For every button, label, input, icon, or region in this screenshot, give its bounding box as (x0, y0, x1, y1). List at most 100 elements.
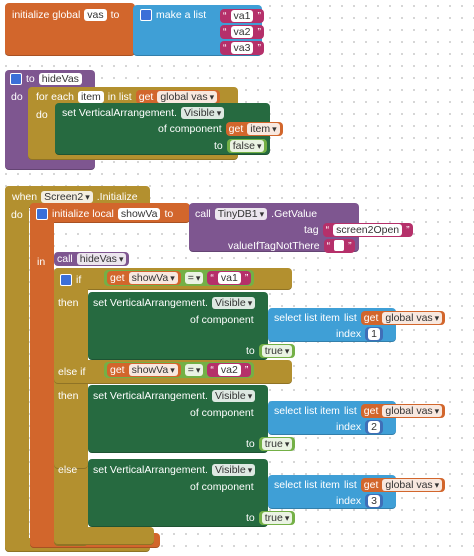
block-row: index 2 (336, 419, 383, 434)
dropdown-value: item (250, 122, 271, 135)
quote: “ (325, 223, 330, 236)
label: when (12, 190, 38, 203)
quote: “ (326, 239, 331, 252)
block-row: then (58, 295, 78, 310)
label: initialize local (52, 207, 114, 220)
reporter-block: get global vas ▾ (360, 310, 446, 325)
quote: ” (257, 41, 261, 54)
block-row: set VerticalArrangement. Visible ▾ (62, 105, 225, 120)
block-row: “va3” (220, 40, 264, 55)
dropdown-arrow: ▾ (272, 123, 277, 134)
dropdown-arrow: ▾ (434, 312, 440, 323)
block-row: select list item list get global vas ▾ (274, 310, 446, 325)
text-value: va2 (217, 363, 241, 376)
label: select list item (274, 311, 340, 324)
label: set VerticalArrangement. (62, 106, 177, 119)
label: get (363, 404, 379, 417)
quote: “ (210, 271, 214, 284)
empty-text-field (334, 240, 345, 251)
dropdown-value: TinyDB1 (217, 207, 258, 220)
dropdown-arrow: ▾ (247, 297, 253, 308)
dropdown-arrow: ▾ (434, 405, 440, 416)
dropdown-arrow: ▾ (284, 345, 290, 356)
block-row: do (36, 107, 48, 122)
label: select list item (274, 404, 340, 417)
label: valueIfTagNotThere (228, 239, 320, 252)
block-row: call hideVas ▾ (54, 251, 130, 266)
dropdown-value: = (187, 271, 194, 284)
label: then (58, 389, 79, 402)
reporter-block: 2 (365, 419, 383, 434)
dropdown: hideVas ▾ (76, 252, 127, 265)
label: .Initialize (96, 190, 138, 203)
reporter-block: get showVa ▾ (107, 270, 181, 285)
dropdown-arrow: ▾ (170, 364, 175, 375)
label: to (214, 139, 223, 152)
dropdown-value: global vas (385, 478, 433, 491)
label: in list (107, 90, 132, 103)
label: then (58, 296, 79, 309)
block-row: select list item list get global vas ▾ (274, 403, 446, 418)
block-row: if (60, 272, 81, 287)
if-block (54, 455, 88, 469)
text-value: va3 (230, 41, 254, 54)
dropdown-arrow: ▾ (209, 91, 215, 102)
block-row: of component (190, 405, 254, 420)
text-block: “va1” (207, 270, 252, 285)
block-row: set VerticalArrangement. Visible ▾ (93, 462, 256, 477)
dropdown-value: Visible (214, 389, 246, 402)
quote: “ (223, 25, 227, 38)
dropdown: showVa ▾ (128, 271, 178, 284)
block-row: for each item in list get global vas ▾ (36, 89, 221, 104)
label: to (164, 207, 174, 220)
dropdown: Visible ▾ (211, 389, 256, 402)
dropdown-arrow: ▾ (170, 272, 175, 283)
field: item (77, 90, 104, 103)
dropdown-value: global vas (160, 90, 208, 103)
label: list (343, 404, 357, 417)
quote: ” (257, 9, 261, 22)
text-value: va1 (217, 271, 241, 284)
dropdown-arrow: ▾ (85, 191, 90, 202)
label: else (58, 463, 78, 476)
dropdown-value: showVa (131, 271, 169, 284)
block-row: get showVa ▾ = ▾ “va1” (104, 269, 255, 286)
dropdown-value: true (264, 437, 283, 450)
label: do (11, 208, 23, 221)
label: index (336, 420, 362, 433)
dropdown-arrow: ▾ (247, 390, 253, 401)
block-row: select list item list get global vas ▾ (274, 477, 446, 492)
block-row: of component get item ▾ (158, 121, 283, 136)
block-row: do (11, 207, 23, 222)
label: get (110, 363, 125, 376)
block-row: initialize local showVa to (36, 206, 173, 221)
dropdown: showVa ▾ (128, 363, 178, 376)
block-row: to true ▾ (246, 436, 296, 451)
label: set VerticalArrangement. (93, 296, 208, 309)
text-block: “” (323, 238, 355, 253)
label: to (246, 344, 255, 357)
block-row: set VerticalArrangement. Visible ▾ (93, 295, 256, 310)
dropdown-value: Visible (214, 463, 246, 476)
block-row: valueIfTagNotThere “” (228, 238, 355, 253)
field: 1 (368, 327, 380, 340)
label: tag (304, 223, 319, 236)
block-row: to true ▾ (246, 510, 296, 525)
dropdown-value: Visible (183, 106, 215, 119)
reporter-block: false ▾ (226, 138, 268, 153)
local-variable-block (30, 203, 54, 548)
label: .GetValue (271, 207, 318, 220)
quote: ” (348, 239, 352, 252)
block-row: index 1 (336, 326, 383, 341)
reporter-block: get showVa ▾ = ▾ “va1” (104, 269, 255, 286)
if-block (54, 268, 88, 546)
dropdown-arrow: ▾ (284, 438, 290, 449)
dropdown-arrow: ▾ (216, 107, 222, 118)
dropdown: Visible ▾ (211, 463, 256, 476)
mutator-icon (36, 207, 48, 220)
block-row: initialize global vas to (12, 7, 119, 22)
label: if (76, 273, 82, 286)
reporter-block: get global vas ▾ (360, 477, 446, 492)
label: of component (190, 480, 254, 493)
